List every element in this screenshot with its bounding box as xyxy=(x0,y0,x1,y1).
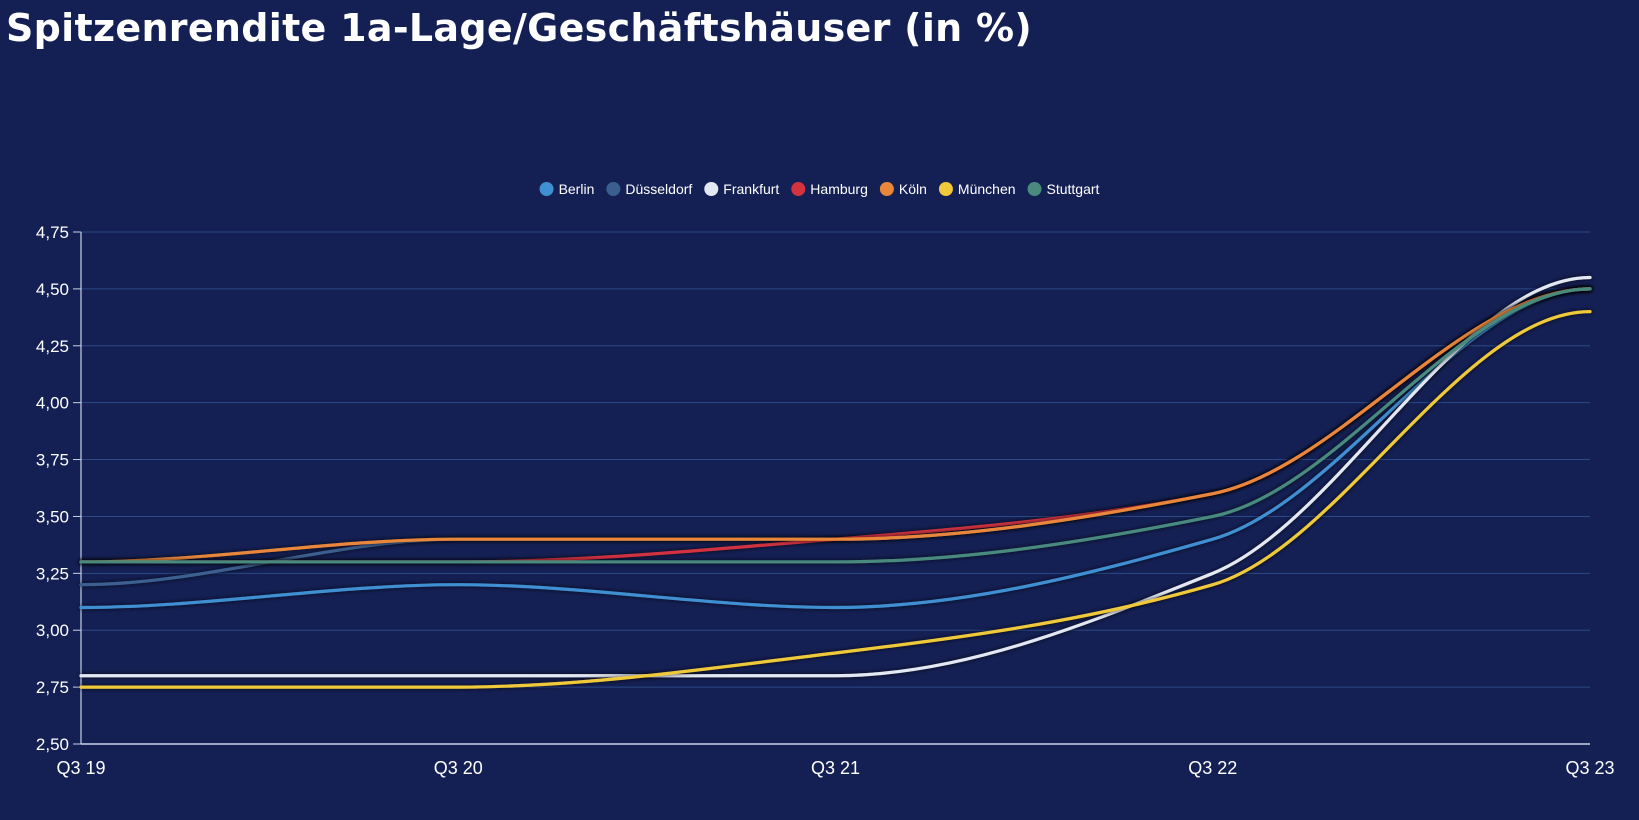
y-tick-label: 4,00 xyxy=(36,394,69,413)
legend-swatch xyxy=(704,182,719,196)
y-tick-label: 2,50 xyxy=(36,735,69,754)
chart-title: Spitzenrendite 1a-Lage/Geschäftshäuser (… xyxy=(6,6,1033,50)
series-line-berlin[interactable] xyxy=(79,287,1592,610)
series-line-münchen[interactable] xyxy=(79,310,1592,689)
legend-item-köln[interactable]: Köln xyxy=(879,181,927,197)
grid-lines xyxy=(81,231,1590,688)
legend-label: Hamburg xyxy=(810,181,868,197)
series-line-köln[interactable] xyxy=(79,287,1592,564)
y-tick-label: 4,25 xyxy=(36,337,69,356)
legend-label: Düsseldorf xyxy=(625,181,692,197)
legend-label: Stuttgart xyxy=(1047,181,1100,197)
x-tick-label: Q3 23 xyxy=(1565,758,1614,778)
x-tick-label: Q3 20 xyxy=(434,758,483,778)
y-tick-label: 3,75 xyxy=(36,451,69,470)
legend-item-münchen[interactable]: München xyxy=(938,181,1016,197)
x-tick-label: Q3 22 xyxy=(1188,758,1237,778)
series-lines xyxy=(79,275,1592,689)
legend-label: Berlin xyxy=(559,181,595,197)
series-line-frankfurt[interactable] xyxy=(79,275,1592,678)
y-tick-label: 3,50 xyxy=(36,507,69,526)
axes: 2,50 2,75 3,00 3,25 3,50 3,75 4,00 4,25 4,50 4,75… xyxy=(36,223,1615,778)
y-tick-label: 3,25 xyxy=(36,564,69,583)
legend-item-frankfurt[interactable]: Frankfurt xyxy=(704,181,779,197)
legend-swatch xyxy=(938,182,953,196)
legend-label: Frankfurt xyxy=(723,181,779,197)
legend-swatch xyxy=(879,182,894,196)
legend-label: München xyxy=(958,181,1016,197)
y-tick-label: 3,00 xyxy=(36,621,69,640)
y-tick-label: 4,50 xyxy=(36,280,69,299)
legend-label: Köln xyxy=(899,181,927,197)
y-tick-label: 4,75 xyxy=(36,223,69,242)
legend[interactable]: Berlin Düsseldorf Frankfurt Hamburg Köln Münc… xyxy=(539,181,1100,197)
legend-swatch xyxy=(539,182,554,196)
legend-item-hamburg[interactable]: Hamburg xyxy=(791,181,868,197)
series-line-stuttgart[interactable] xyxy=(79,287,1592,564)
legend-item-stuttgart[interactable]: Stuttgart xyxy=(1027,181,1100,197)
legend-swatch xyxy=(791,182,806,196)
legend-item-berlin[interactable]: Berlin xyxy=(539,181,595,197)
x-tick-label: Q3 21 xyxy=(811,758,860,778)
x-tick-label: Q3 19 xyxy=(56,758,105,778)
legend-item-düsseldorf[interactable]: Düsseldorf xyxy=(606,181,692,197)
y-tick-label: 2,75 xyxy=(36,678,69,697)
legend-swatch xyxy=(1027,182,1042,196)
legend-swatch xyxy=(606,182,621,196)
